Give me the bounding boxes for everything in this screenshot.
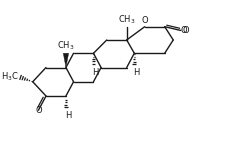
Text: CH$_3$: CH$_3$ — [57, 40, 75, 52]
Polygon shape — [63, 53, 69, 67]
Text: H$_3$C: H$_3$C — [1, 71, 18, 83]
Text: H: H — [65, 111, 71, 120]
Text: O: O — [141, 16, 148, 25]
Text: H: H — [133, 69, 139, 77]
Text: O: O — [35, 106, 42, 115]
Text: H: H — [92, 67, 99, 77]
Text: O: O — [181, 26, 187, 35]
Text: O: O — [183, 26, 189, 35]
Text: CH$_3$: CH$_3$ — [118, 13, 135, 26]
